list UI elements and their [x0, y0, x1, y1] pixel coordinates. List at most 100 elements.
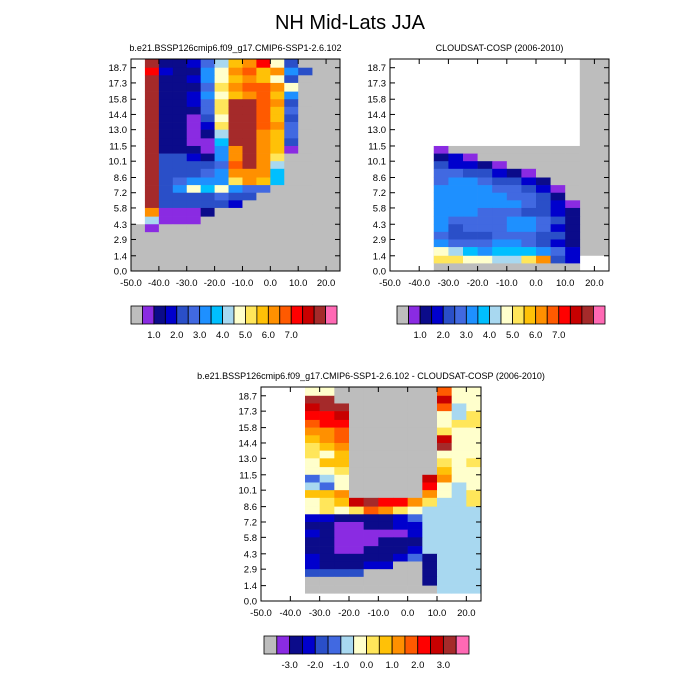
heatmap-cell — [422, 506, 438, 515]
heatmap-cell — [466, 403, 482, 412]
heatmap-cell — [270, 82, 285, 92]
heatmap-cell — [242, 216, 257, 225]
heatmap-cell — [284, 200, 299, 209]
heatmap-cell — [451, 546, 467, 555]
colorbar-swatch — [442, 635, 457, 655]
heatmap-cell — [521, 145, 537, 154]
colorbar: 1.0 2.0 3.0 4.0 5.0 6.0 7.0 — [396, 305, 606, 341]
heatmap-cell — [466, 561, 482, 570]
heatmap-cell — [521, 177, 537, 186]
heatmap-cell — [186, 153, 201, 162]
heatmap-cell — [506, 207, 522, 217]
heatmap-cell — [144, 192, 160, 201]
heatmap-cell — [270, 207, 285, 217]
heatmap-cell — [284, 168, 299, 178]
heatmap-cell — [437, 482, 452, 491]
heatmap-cell — [228, 67, 243, 76]
heatmap-cell — [393, 585, 408, 594]
heatmap-cell — [172, 145, 188, 154]
heatmap-cell — [477, 224, 493, 233]
heatmap-cell — [550, 224, 566, 233]
heatmap-cell — [298, 75, 313, 84]
heatmap-cell — [536, 263, 551, 272]
mask-strip — [579, 255, 609, 263]
heatmap-cell — [319, 474, 335, 483]
heatmap-cell — [550, 185, 566, 194]
heatmap-cell — [144, 138, 160, 147]
heatmap-cell — [437, 585, 452, 594]
heatmap-cell — [463, 216, 478, 225]
heatmap-cell — [242, 99, 257, 108]
heatmap-cell — [378, 474, 394, 483]
heatmap-cell — [451, 387, 467, 397]
heatmap-cell — [319, 419, 335, 428]
heatmap-cell — [422, 395, 438, 404]
heatmap-cell — [393, 553, 408, 562]
colorbar-label: 6.0 — [529, 330, 542, 341]
heatmap-cell — [407, 537, 423, 547]
heatmap-cell — [437, 529, 452, 538]
heatmap-cell — [349, 387, 364, 397]
colorbar-label: -3.0 — [281, 660, 297, 671]
heatmap-cell — [393, 490, 408, 499]
heatmap-cell — [536, 192, 551, 201]
heatmap-cell — [270, 177, 285, 186]
heatmap-cell — [186, 106, 201, 115]
heatmap-cell — [144, 153, 160, 162]
colorbar-label: -1.0 — [333, 660, 349, 671]
heatmap-cell — [378, 458, 394, 468]
y-tick-label: 15.8 — [239, 423, 258, 434]
heatmap-cell — [349, 458, 364, 468]
chart-panel-3: -50.0 -40.0 -30.0 -20.0 -10.0 0.0 10.0 20.0 0.0 1… — [197, 371, 545, 671]
y-tick-label: 18.7 — [368, 63, 387, 74]
heatmap-cell — [463, 177, 478, 186]
heatmap-cell — [422, 427, 438, 436]
heatmap-cell — [200, 106, 215, 115]
heatmap-cell — [393, 467, 408, 476]
heatmap-cell — [492, 200, 508, 209]
heatmap-cell — [214, 99, 229, 108]
heatmap-cell — [463, 192, 478, 201]
colorbar-swatch — [391, 635, 406, 655]
heatmap-cell — [422, 497, 438, 507]
heatmap-cell — [242, 82, 257, 92]
figure-title: NH Mid-Lats JJA — [275, 12, 426, 34]
heatmap-cell — [363, 561, 379, 570]
colorbar-swatch — [256, 305, 269, 325]
heatmap-cell — [451, 553, 467, 562]
mask-left — [261, 387, 305, 601]
heatmap-cell — [144, 129, 160, 139]
heatmap-cell — [186, 75, 201, 84]
heatmap-cell — [422, 419, 438, 428]
heatmap-cell — [186, 177, 201, 186]
heatmap-cell — [319, 585, 335, 594]
colorbar-swatch — [340, 635, 355, 655]
heatmap-cell — [363, 482, 379, 491]
heatmap-cell — [144, 168, 160, 178]
heatmap-cell — [228, 122, 243, 130]
heatmap-cell — [172, 161, 188, 170]
heatmap-cell — [298, 122, 313, 130]
heatmap-cell — [305, 537, 320, 547]
heatmap-cell — [298, 91, 313, 100]
heatmap-cell — [536, 200, 551, 209]
heatmap-cell — [158, 114, 174, 123]
y-tick-label: 8.6 — [373, 173, 386, 184]
heatmap-cell — [422, 576, 438, 586]
heatmap-cell — [451, 474, 467, 483]
heatmap-cell — [536, 168, 551, 178]
colorbar-label: 3.0 — [460, 330, 473, 341]
x-tick-label: 20.0 — [585, 278, 604, 289]
heatmap-cell — [242, 122, 257, 130]
heatmap-cell — [363, 585, 379, 594]
heatmap-cell — [284, 177, 299, 186]
heatmap-cell — [214, 138, 229, 147]
heatmap-cell — [284, 67, 299, 76]
heatmap-cell — [200, 207, 215, 217]
heatmap-cell — [305, 521, 320, 530]
heatmap-cell — [256, 129, 271, 139]
heatmap-cell — [228, 82, 243, 92]
heatmap-cell — [144, 114, 160, 123]
colorbar-label: 0.0 — [360, 660, 373, 671]
heatmap-cell — [492, 231, 508, 240]
